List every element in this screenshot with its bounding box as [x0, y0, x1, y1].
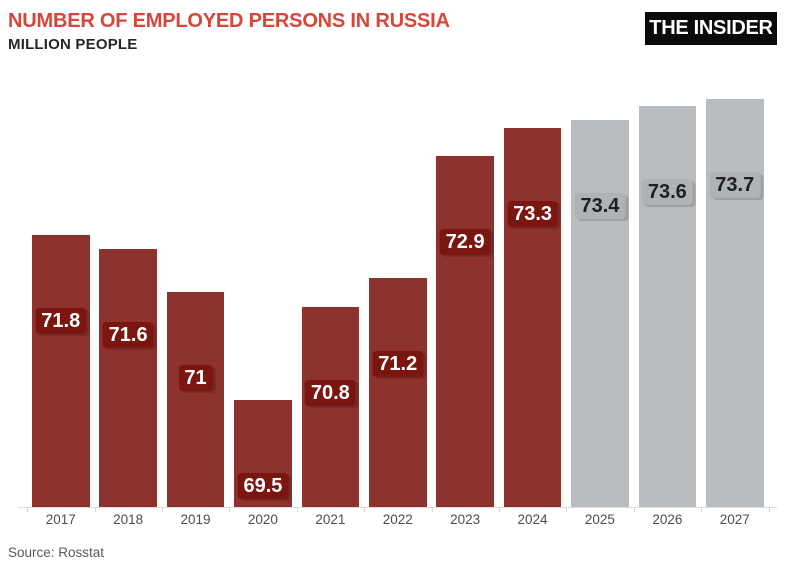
axis-tick — [296, 507, 298, 512]
axis-tick — [701, 507, 703, 512]
bar-value-label: 73.6 — [641, 179, 693, 205]
bar-value-label: 73.7 — [709, 172, 761, 198]
bar-value-label: 70.8 — [304, 380, 356, 406]
x-axis-label-2018: 2018 — [113, 512, 144, 527]
x-axis-label-2024: 2024 — [517, 512, 548, 527]
bar-value-label: 72.9 — [439, 229, 491, 255]
x-axis-label-2022: 2022 — [382, 512, 413, 527]
x-axis-label-2020: 2020 — [247, 512, 278, 527]
axis-tick — [633, 507, 635, 512]
bar-2027: 73.7 — [706, 99, 764, 507]
bar-2022: 71.2 — [369, 278, 427, 507]
bar-2020: 69.5 — [234, 400, 292, 507]
brand-logo: THE INSIDER — [645, 12, 777, 45]
bar-2023: 72.9 — [436, 156, 494, 507]
bar-value-label: 71.2 — [372, 351, 424, 377]
bar-2019: 71 — [166, 292, 225, 507]
bar-2025: 73.4 — [571, 120, 629, 507]
axis-tick — [431, 507, 433, 512]
bar-2017: 71.8 — [32, 235, 90, 507]
axis-tick — [162, 507, 163, 512]
axis-tick — [229, 507, 231, 512]
bar-value-label: 71 — [178, 365, 213, 391]
bar-2024: 73.3 — [503, 128, 562, 507]
bar-value-label: 69.5 — [237, 473, 289, 499]
bar-value-label: 71.8 — [35, 308, 87, 334]
bar-2018: 71.6 — [99, 249, 157, 507]
axis-tick — [27, 507, 29, 512]
x-axis-label-2019: 2019 — [180, 512, 211, 527]
x-axis-label-2026: 2026 — [652, 512, 683, 527]
x-axis-label-2025: 2025 — [584, 512, 615, 527]
bar-value-label: 73.3 — [507, 201, 559, 227]
x-axis-line — [18, 507, 777, 508]
axis-tick — [566, 507, 568, 512]
axis-tick — [364, 507, 366, 512]
page-title: NUMBER OF EMPLOYED PERSONS IN RUSSIA — [8, 10, 450, 32]
axis-tick — [768, 507, 770, 512]
x-axis-label-2027: 2027 — [719, 512, 750, 527]
page-subtitle: MILLION PEOPLE — [8, 36, 138, 53]
axis-tick — [499, 507, 500, 512]
axis-tick — [94, 507, 96, 512]
bar-2026: 73.6 — [638, 106, 697, 507]
x-axis-label-2023: 2023 — [450, 512, 481, 527]
bar-value-label: 71.6 — [102, 322, 154, 348]
bar-value-label: 73.4 — [574, 193, 626, 219]
x-axis-label-2021: 2021 — [315, 512, 346, 527]
source-label: Source: Rosstat — [8, 545, 105, 560]
bar-2021: 70.8 — [301, 307, 360, 507]
x-axis-label-2017: 2017 — [45, 512, 76, 527]
